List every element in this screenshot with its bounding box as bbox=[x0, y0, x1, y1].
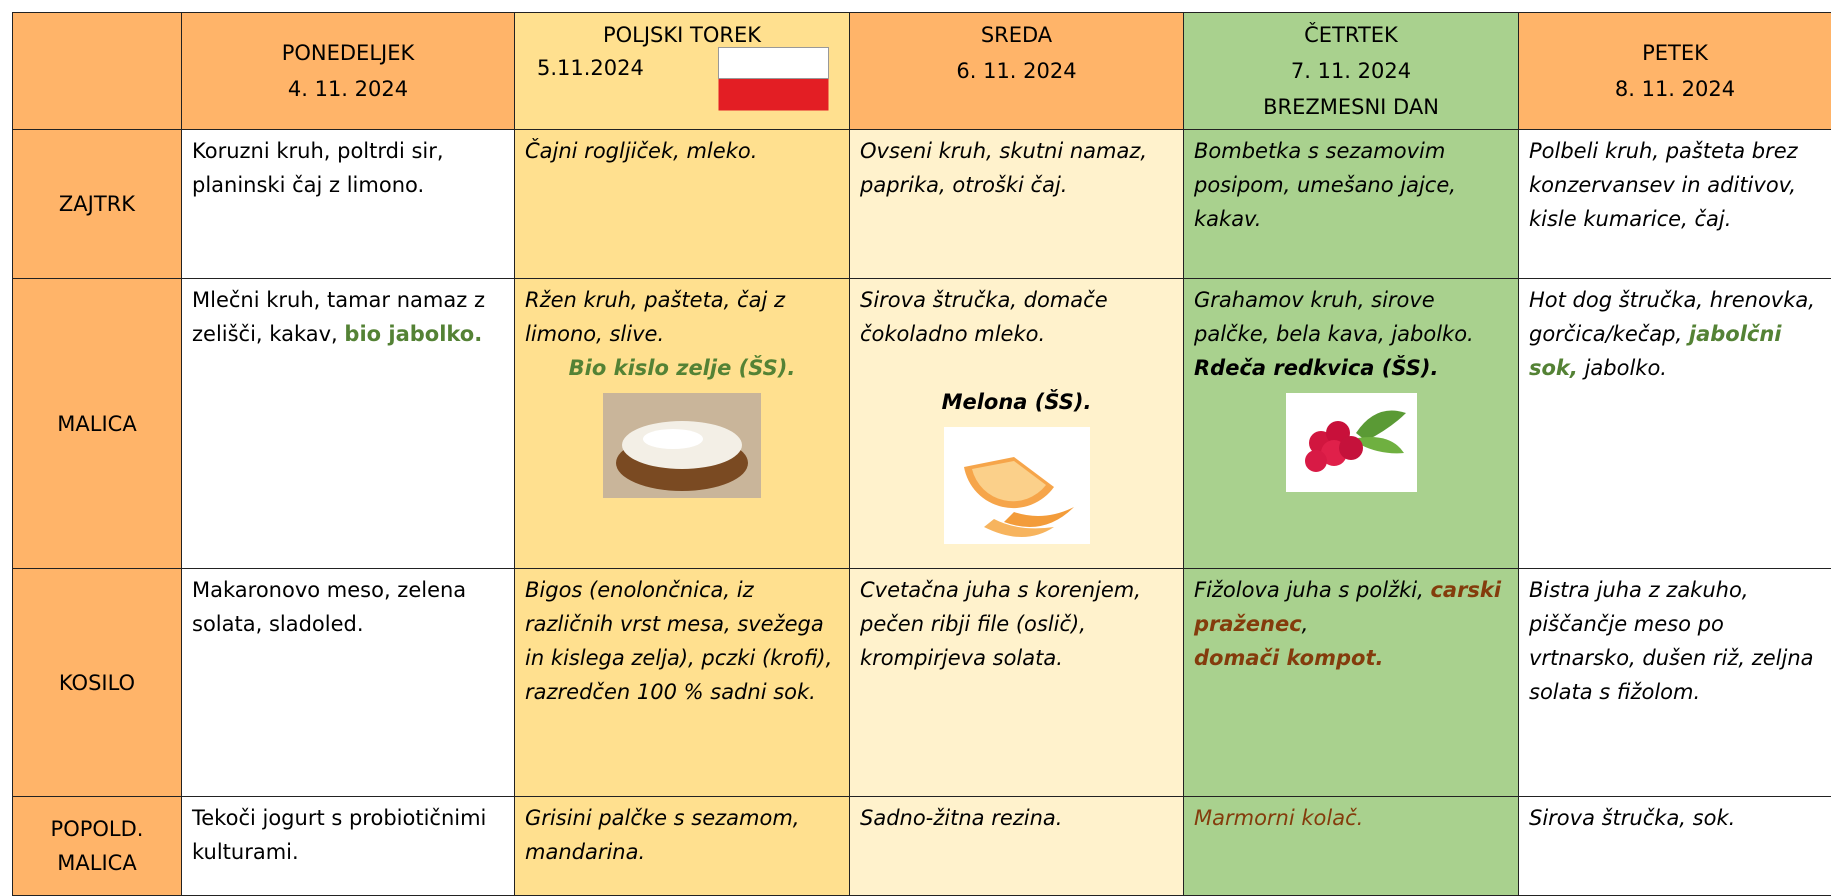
header-row: PONEDELJEK 4. 11. 2024 POLJSKI TOREK 5.11… bbox=[13, 13, 1831, 130]
menu-text: Sirova štručka, domače čokoladno mleko. bbox=[860, 288, 1108, 346]
menu-text: Ovseni kruh, skutni namaz, paprika, otro… bbox=[860, 139, 1147, 197]
day-date: 7. 11. 2024 bbox=[1291, 59, 1411, 83]
day-name: PONEDELJEK bbox=[282, 41, 415, 65]
menu-highlight: Bio kislo zelje (ŠS). bbox=[525, 351, 839, 385]
menu-table: PONEDELJEK 4. 11. 2024 POLJSKI TOREK 5.11… bbox=[12, 12, 1831, 896]
day-header: SREDA 6. 11. 2024 bbox=[850, 13, 1184, 130]
menu-cell: Makaronovo meso, zelena solata, sladoled… bbox=[182, 569, 515, 797]
menu-cell: Sirova štručka, sok. bbox=[1519, 797, 1831, 896]
menu-cell: Fižolova juha s polžki, carski praženec,… bbox=[1184, 569, 1519, 797]
menu-text: Cvetačna juha s korenjem, pečen ribji fi… bbox=[860, 578, 1141, 670]
menu-cell: Mlečni kruh, tamar namaz z zelišči, kaka… bbox=[182, 279, 515, 569]
menu-highlight: domači kompot. bbox=[1194, 646, 1383, 670]
menu-text: Marmorni kolač. bbox=[1194, 806, 1363, 830]
menu-text: Sadno-žitna rezina. bbox=[860, 806, 1062, 830]
menu-cell: Bistra juha z zakuho, piščančje meso po … bbox=[1519, 569, 1831, 797]
day-header: PETEK 8. 11. 2024 bbox=[1519, 13, 1831, 130]
menu-cell: Hot dog štručka, hrenovka, gorčica/kečap… bbox=[1519, 279, 1831, 569]
menu-cell: Bigos (enolončnica, iz različnih vrst me… bbox=[515, 569, 850, 797]
meal-label: ZAJTRK bbox=[13, 130, 182, 279]
menu-highlight: Rdeča redkvica (ŠS). bbox=[1194, 356, 1438, 380]
corner-cell bbox=[13, 13, 182, 130]
day-date: 5.11.2024 bbox=[537, 53, 644, 83]
day-note: BREZMESNI DAN bbox=[1263, 95, 1439, 119]
menu-text: Čajni rogljiček, mleko. bbox=[525, 139, 757, 163]
menu-cell: Sirova štručka, domače čokoladno mleko. M… bbox=[850, 279, 1184, 569]
radish-image bbox=[1286, 393, 1417, 492]
meal-row: MALICA Mlečni kruh, tamar namaz z zelišč… bbox=[13, 279, 1831, 569]
menu-cell: Grahamov kruh, sirove palčke, bela kava,… bbox=[1184, 279, 1519, 569]
day-name: ČETRTEK bbox=[1304, 23, 1398, 47]
day-date: 4. 11. 2024 bbox=[288, 77, 408, 101]
menu-text: Koruzni kruh, poltrdi sir, planinski čaj… bbox=[192, 139, 444, 197]
meal-label: KOSILO bbox=[13, 569, 182, 797]
sauerkraut-image bbox=[603, 393, 761, 498]
menu-highlight: Melona (ŠS). bbox=[860, 385, 1173, 419]
menu-text: Sirova štručka, sok. bbox=[1529, 806, 1735, 830]
menu-cell: Ovseni kruh, skutni namaz, paprika, otro… bbox=[850, 130, 1184, 279]
menu-cell: Sadno-žitna rezina. bbox=[850, 797, 1184, 896]
menu-text: Bistra juha z zakuho, piščančje meso po … bbox=[1529, 578, 1814, 704]
melon-image bbox=[944, 427, 1090, 544]
menu-text: Tekoči jogurt s probiotičnimi kulturami. bbox=[192, 806, 486, 864]
menu-text: Grahamov kruh, sirove palčke, bela kava,… bbox=[1194, 288, 1474, 346]
menu-cell: Čajni rogljiček, mleko. bbox=[515, 130, 850, 279]
menu-cell: Polbeli kruh, pašteta brez konzervansev … bbox=[1519, 130, 1831, 279]
day-date: 6. 11. 2024 bbox=[956, 59, 1076, 83]
menu-cell: Bombetka s sezamovim posipom, umešano ja… bbox=[1184, 130, 1519, 279]
menu-text: Bombetka s sezamovim posipom, umešano ja… bbox=[1194, 139, 1456, 231]
day-header: PONEDELJEK 4. 11. 2024 bbox=[182, 13, 515, 130]
menu-cell: Tekoči jogurt s probiotičnimi kulturami. bbox=[182, 797, 515, 896]
day-header: ČETRTEK 7. 11. 2024 BREZMESNI DAN bbox=[1184, 13, 1519, 130]
meal-row: ZAJTRK Koruzni kruh, poltrdi sir, planin… bbox=[13, 130, 1831, 279]
menu-cell: Marmorni kolač. bbox=[1184, 797, 1519, 896]
menu-text: Polbeli kruh, pašteta brez konzervansev … bbox=[1529, 139, 1798, 231]
menu-cell: Ržen kruh, pašteta, čaj z limono, slive.… bbox=[515, 279, 850, 569]
menu-highlight: bio jabolko. bbox=[344, 322, 482, 346]
meal-label: POPOLD. MALICA bbox=[13, 797, 182, 896]
menu-text: Ržen kruh, pašteta, čaj z limono, slive. bbox=[525, 288, 785, 346]
menu-cell: Koruzni kruh, poltrdi sir, planinski čaj… bbox=[182, 130, 515, 279]
menu-cell: Grisini palčke s sezamom, mandarina. bbox=[515, 797, 850, 896]
menu-cell: Cvetačna juha s korenjem, pečen ribji fi… bbox=[850, 569, 1184, 797]
meal-row: POPOLD. MALICA Tekoči jogurt s probiotič… bbox=[13, 797, 1831, 896]
day-header: POLJSKI TOREK 5.11.2024 bbox=[515, 13, 850, 130]
menu-text: Fižolova juha s polžki, bbox=[1194, 578, 1424, 602]
menu-text: , bbox=[1302, 612, 1309, 636]
day-date: 8. 11. 2024 bbox=[1615, 77, 1735, 101]
polish-flag bbox=[718, 47, 829, 111]
day-name: PETEK bbox=[1642, 41, 1708, 65]
menu-text: Makaronovo meso, zelena solata, sladoled… bbox=[192, 578, 466, 636]
menu-text: Bigos (enolončnica, iz različnih vrst me… bbox=[525, 578, 832, 704]
meal-label: MALICA bbox=[13, 279, 182, 569]
menu-text: Grisini palčke s sezamom, mandarina. bbox=[525, 806, 799, 864]
day-name: SREDA bbox=[981, 23, 1052, 47]
menu-text: jabolko. bbox=[1585, 356, 1667, 380]
meal-row: KOSILO Makaronovo meso, zelena solata, s… bbox=[13, 569, 1831, 797]
